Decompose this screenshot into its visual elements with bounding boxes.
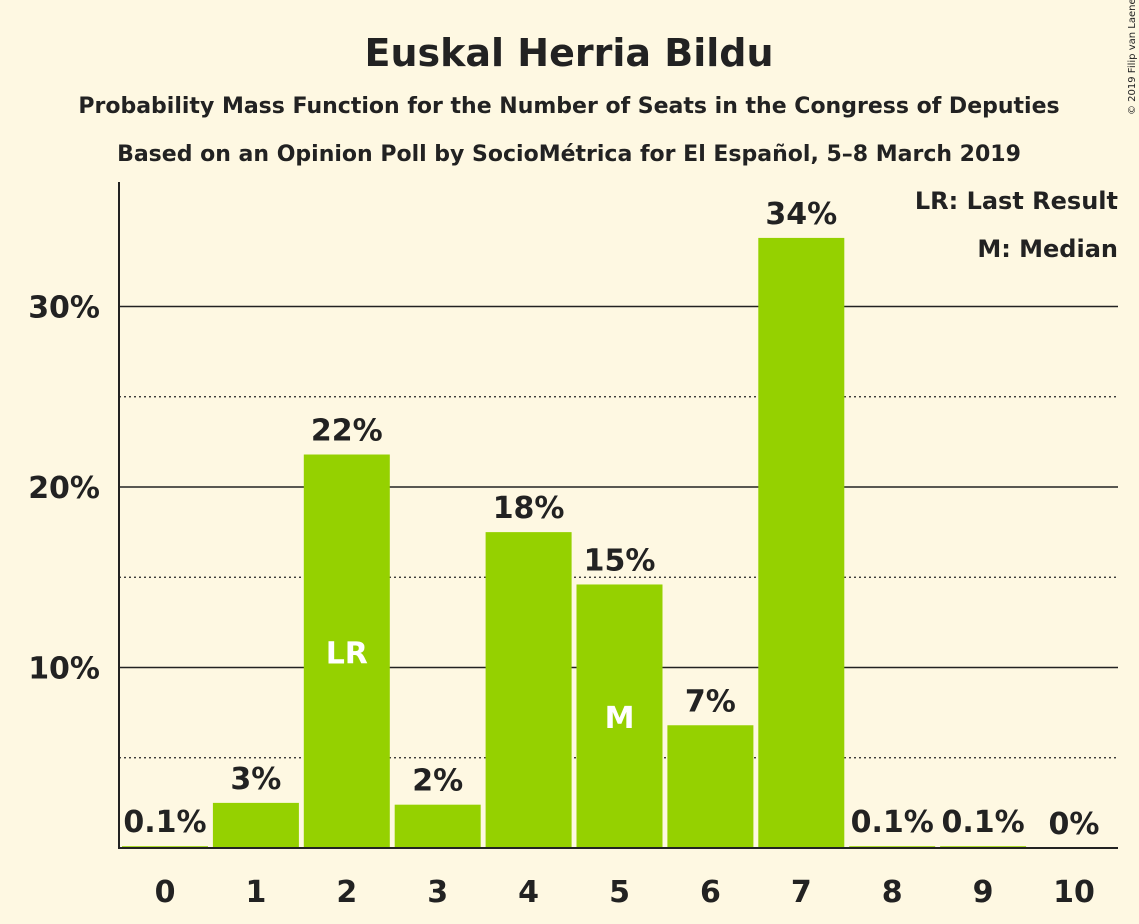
x-tick-label: 10 (1053, 875, 1095, 910)
data-label: 7% (685, 684, 736, 719)
y-tick-label: 10% (28, 652, 100, 687)
in-bar-label: LR (326, 636, 368, 671)
data-label: 0.1% (123, 805, 206, 840)
x-tick-label: 8 (882, 875, 903, 910)
bars (122, 237, 1027, 848)
x-tick-label: 1 (245, 875, 266, 910)
bar-seats-5 (576, 584, 663, 848)
chart-subtitle-poll: Based on an Opinion Poll by SocioMétrica… (117, 142, 1021, 167)
chart-subtitle: Probability Mass Function for the Number… (78, 94, 1059, 119)
bar-seats-7 (758, 237, 845, 848)
y-tick-label: 30% (28, 291, 100, 326)
data-label: 0.1% (851, 805, 934, 840)
x-axis-ticks: 0 1 2 3 4 5 6 7 8 9 10 (155, 875, 1095, 910)
bar-seats-6 (667, 725, 754, 848)
x-tick-label: 2 (336, 875, 357, 910)
data-label: 15% (584, 543, 656, 578)
legend-median: M: Median (977, 235, 1118, 263)
data-label: 22% (311, 414, 383, 449)
bar-seats-3 (394, 804, 481, 848)
copyright-note: © 2019 Filip van Laenen (1127, 0, 1138, 115)
x-tick-label: 7 (791, 875, 812, 910)
x-tick-label: 9 (973, 875, 994, 910)
bar-seats-4 (485, 532, 572, 848)
y-axis-ticks: 10% 20% 30% (28, 291, 100, 687)
legend-last-result: LR: Last Result (915, 187, 1118, 215)
data-label: 2% (412, 764, 463, 799)
in-bar-label: M (605, 701, 635, 736)
y-tick-label: 20% (28, 471, 100, 506)
x-tick-label: 6 (700, 875, 721, 910)
x-tick-label: 0 (155, 875, 176, 910)
x-tick-label: 5 (609, 875, 630, 910)
gridlines (119, 305, 1118, 759)
x-tick-label: 4 (518, 875, 539, 910)
bar-seats-1 (212, 802, 299, 848)
data-label: 0% (1049, 807, 1100, 842)
data-label: 18% (493, 491, 565, 526)
data-label: 34% (765, 197, 837, 232)
x-tick-label: 3 (427, 875, 448, 910)
data-label: 3% (230, 762, 281, 797)
data-label: 0.1% (941, 805, 1024, 840)
data-labels: 0.1%3%22%LR2%18%15%M 7%34%0.1% 0.1% 0% (123, 197, 1099, 842)
bar-seats-2 (303, 454, 390, 848)
chart-title: Euskal Herria Bildu (364, 31, 773, 75)
